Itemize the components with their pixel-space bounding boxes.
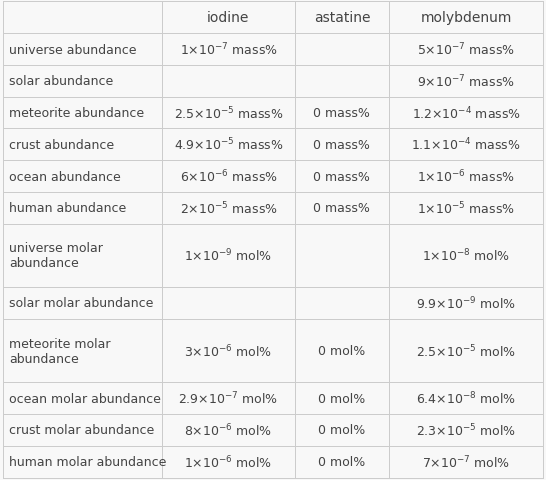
Text: meteorite abundance: meteorite abundance xyxy=(9,107,144,120)
Text: $1{\times}10^{-5}$ mass%: $1{\times}10^{-5}$ mass% xyxy=(417,200,515,216)
Text: ocean abundance: ocean abundance xyxy=(9,170,121,183)
Text: iodine: iodine xyxy=(207,11,250,25)
Text: $9.9{\times}10^{-9}$ mol%: $9.9{\times}10^{-9}$ mol% xyxy=(416,295,517,312)
Text: $6{\times}10^{-6}$ mass%: $6{\times}10^{-6}$ mass% xyxy=(180,168,277,185)
Text: $1.2{\times}10^{-4}$ mass%: $1.2{\times}10^{-4}$ mass% xyxy=(412,105,521,121)
Text: $1.1{\times}10^{-4}$ mass%: $1.1{\times}10^{-4}$ mass% xyxy=(411,137,521,153)
Text: $8{\times}10^{-6}$ mol%: $8{\times}10^{-6}$ mol% xyxy=(185,422,272,438)
Text: solar molar abundance: solar molar abundance xyxy=(9,297,153,310)
Text: universe abundance: universe abundance xyxy=(9,43,137,57)
Text: $2.5{\times}10^{-5}$ mol%: $2.5{\times}10^{-5}$ mol% xyxy=(416,343,517,359)
Text: $1{\times}10^{-9}$ mol%: $1{\times}10^{-9}$ mol% xyxy=(185,248,272,264)
Text: molybdenum: molybdenum xyxy=(420,11,512,25)
Text: 0 mol%: 0 mol% xyxy=(318,392,365,405)
Text: 0 mol%: 0 mol% xyxy=(318,455,365,468)
Text: $2.3{\times}10^{-5}$ mol%: $2.3{\times}10^{-5}$ mol% xyxy=(416,422,517,438)
Text: $1{\times}10^{-6}$ mol%: $1{\times}10^{-6}$ mol% xyxy=(185,454,272,470)
Text: $2{\times}10^{-5}$ mass%: $2{\times}10^{-5}$ mass% xyxy=(180,200,277,216)
Text: meteorite molar
abundance: meteorite molar abundance xyxy=(9,337,111,365)
Text: $3{\times}10^{-6}$ mol%: $3{\times}10^{-6}$ mol% xyxy=(185,343,272,359)
Text: crust molar abundance: crust molar abundance xyxy=(9,423,155,437)
Text: 0 mass%: 0 mass% xyxy=(313,107,370,120)
Text: $5{\times}10^{-7}$ mass%: $5{\times}10^{-7}$ mass% xyxy=(417,42,515,58)
Text: solar abundance: solar abundance xyxy=(9,75,114,88)
Text: 0 mol%: 0 mol% xyxy=(318,344,365,358)
Text: 0 mol%: 0 mol% xyxy=(318,423,365,437)
Text: $1{\times}10^{-7}$ mass%: $1{\times}10^{-7}$ mass% xyxy=(180,42,277,58)
Text: 0 mass%: 0 mass% xyxy=(313,202,370,215)
Text: $1{\times}10^{-6}$ mass%: $1{\times}10^{-6}$ mass% xyxy=(417,168,515,185)
Text: human abundance: human abundance xyxy=(9,202,127,215)
Text: $2.9{\times}10^{-7}$ mol%: $2.9{\times}10^{-7}$ mol% xyxy=(179,390,278,407)
Text: $6.4{\times}10^{-8}$ mol%: $6.4{\times}10^{-8}$ mol% xyxy=(416,390,517,407)
Text: $2.5{\times}10^{-5}$ mass%: $2.5{\times}10^{-5}$ mass% xyxy=(174,105,283,121)
Text: universe molar
abundance: universe molar abundance xyxy=(9,242,103,270)
Text: astatine: astatine xyxy=(313,11,370,25)
Text: $4.9{\times}10^{-5}$ mass%: $4.9{\times}10^{-5}$ mass% xyxy=(174,137,283,153)
Text: human molar abundance: human molar abundance xyxy=(9,455,167,468)
Text: $7{\times}10^{-7}$ mol%: $7{\times}10^{-7}$ mol% xyxy=(422,454,511,470)
Text: $9{\times}10^{-7}$ mass%: $9{\times}10^{-7}$ mass% xyxy=(417,73,515,90)
Text: crust abundance: crust abundance xyxy=(9,138,115,152)
Text: 0 mass%: 0 mass% xyxy=(313,170,370,183)
Text: $1{\times}10^{-8}$ mol%: $1{\times}10^{-8}$ mol% xyxy=(422,248,511,264)
Text: 0 mass%: 0 mass% xyxy=(313,138,370,152)
Text: ocean molar abundance: ocean molar abundance xyxy=(9,392,161,405)
